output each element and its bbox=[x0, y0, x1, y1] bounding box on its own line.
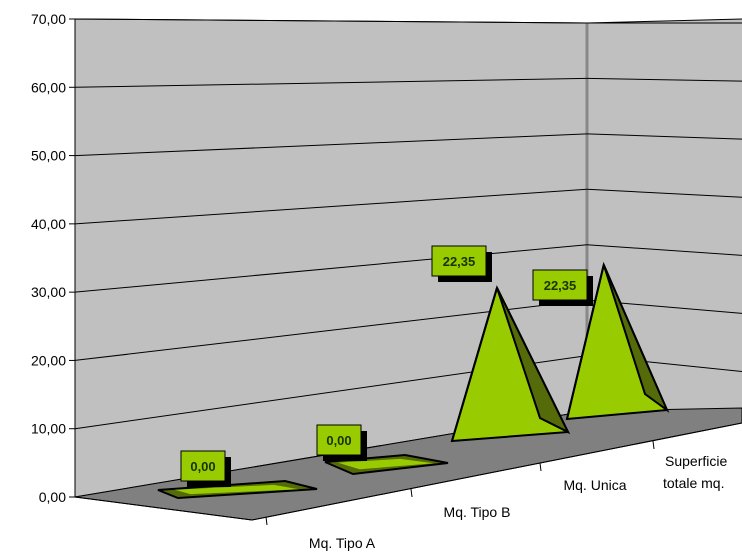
pyramid-side-face bbox=[496, 287, 571, 435]
gridline-back bbox=[74, 18, 588, 24]
pyramid-side-face bbox=[602, 264, 670, 413]
category-tick bbox=[652, 440, 655, 450]
data-labels: 0,00 0,00 22,35 22,35 bbox=[180, 245, 593, 487]
data-label-box bbox=[316, 424, 362, 456]
y-tick-label: 0,00 bbox=[39, 489, 66, 505]
y-axis: 0,00 10,00 20,00 30,00 40,00 50,00 60,00 70,00 bbox=[31, 11, 76, 505]
category-label: Superficie totale mq. bbox=[663, 453, 727, 491]
y-tick-label: 20,00 bbox=[31, 352, 66, 368]
category-tick bbox=[410, 488, 413, 498]
category-tick bbox=[539, 462, 542, 472]
data-label: 0,00 bbox=[326, 433, 351, 448]
data-label: 22,35 bbox=[443, 254, 476, 269]
y-tick-label: 30,00 bbox=[31, 284, 66, 300]
y-tick-label: 50,00 bbox=[31, 148, 66, 164]
category-label: Mq. Tipo A bbox=[309, 535, 376, 551]
gridline-back bbox=[74, 244, 588, 293]
data-label-box bbox=[180, 450, 226, 482]
pyramid-marks bbox=[157, 261, 670, 500]
pyramid-edge bbox=[566, 264, 605, 420]
gridline-back bbox=[74, 77, 588, 88]
data-label-box bbox=[431, 245, 487, 277]
category-label-line: totale mq. bbox=[663, 475, 724, 491]
category-axis-line bbox=[251, 422, 742, 521]
y-tick-label: 10,00 bbox=[31, 421, 66, 437]
category-label: Mq. Unica bbox=[563, 477, 626, 493]
y-tick-label: 60,00 bbox=[31, 79, 66, 95]
data-label: 0,00 bbox=[190, 459, 215, 474]
y-tick-label: 70,00 bbox=[31, 11, 66, 27]
gridline-back bbox=[74, 133, 588, 157]
gridline-back bbox=[74, 188, 588, 225]
gridline-side bbox=[586, 188, 742, 198]
pyramid-flat-top bbox=[174, 484, 299, 495]
category-tick bbox=[265, 516, 268, 526]
pyramid-flat-top bbox=[337, 458, 434, 470]
gridline-side bbox=[586, 244, 742, 256]
data-label-box bbox=[532, 269, 588, 301]
pyramid-edge bbox=[451, 287, 498, 442]
data-label: 22,35 bbox=[544, 278, 577, 293]
side-wall-top-edge bbox=[586, 18, 742, 24]
gridline-side bbox=[586, 133, 742, 140]
category-axis: Mq. Tipo A Mq. Tipo B Mq. Unica Superficie t… bbox=[74, 422, 742, 551]
chart-walls bbox=[74, 18, 742, 521]
category-label: Mq. Tipo B bbox=[444, 504, 511, 520]
y-tick-label: 40,00 bbox=[31, 216, 66, 232]
gridline-side bbox=[586, 77, 742, 82]
category-label-line: Superficie bbox=[665, 453, 727, 469]
floor-front-edge bbox=[74, 496, 253, 521]
